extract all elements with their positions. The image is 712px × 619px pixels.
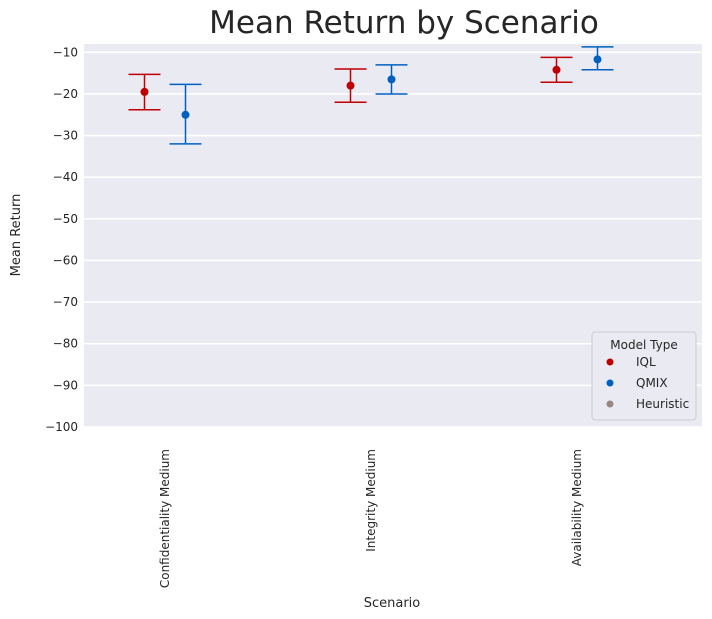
mean-point [346,81,355,90]
legend: Model Type IQL QMIX Heuristic [591,331,697,421]
legend-label: QMIX [636,376,668,390]
x-tick-label: Integrity Medium [364,449,378,552]
error-bar-point [128,73,161,111]
y-tick-label: −30 [53,129,78,143]
mean-point [387,75,396,84]
legend-marker [606,358,614,366]
y-tick-label: −80 [53,337,78,351]
error-bar-point [581,46,614,71]
x-tick-label: Availability Medium [570,449,584,566]
mean-point [552,65,561,74]
y-tick-label: −10 [53,45,78,59]
legend-items: IQL QMIX Heuristic [606,355,689,411]
y-tick-labels: −10 −20 −30 −40 −50 −60 −70 −80 −90 −100 [45,45,78,434]
y-axis-label: Mean Return [9,194,24,277]
x-axis-label: Scenario [364,596,421,611]
error-bar-point [334,68,367,104]
y-tick-label: −60 [53,253,78,267]
legend-label: IQL [636,355,656,369]
data-marks [128,46,614,145]
y-tick-label: −50 [53,212,78,226]
y-tick-label: −70 [53,295,78,309]
legend-label: Heuristic [636,397,689,411]
mean-point [181,110,190,119]
x-tick-labels: Confidentiality Medium Integrity Medium Av… [158,449,584,588]
x-tick-label: Confidentiality Medium [158,449,172,588]
error-bar-point [540,56,573,84]
legend-box [591,331,697,421]
y-tick-label: −100 [45,420,78,434]
legend-marker [606,400,614,408]
legend-marker [606,379,614,387]
y-tick-label: −90 [53,378,78,392]
error-bar-point [375,64,408,95]
y-tick-label: −40 [53,170,78,184]
y-tick-label: −20 [53,87,78,101]
mean-point [593,55,602,64]
mean-point [140,87,149,96]
error-bar-point [169,83,202,145]
legend-title: Model Type [610,338,677,352]
chart-title: Mean Return by Scenario [209,5,599,41]
